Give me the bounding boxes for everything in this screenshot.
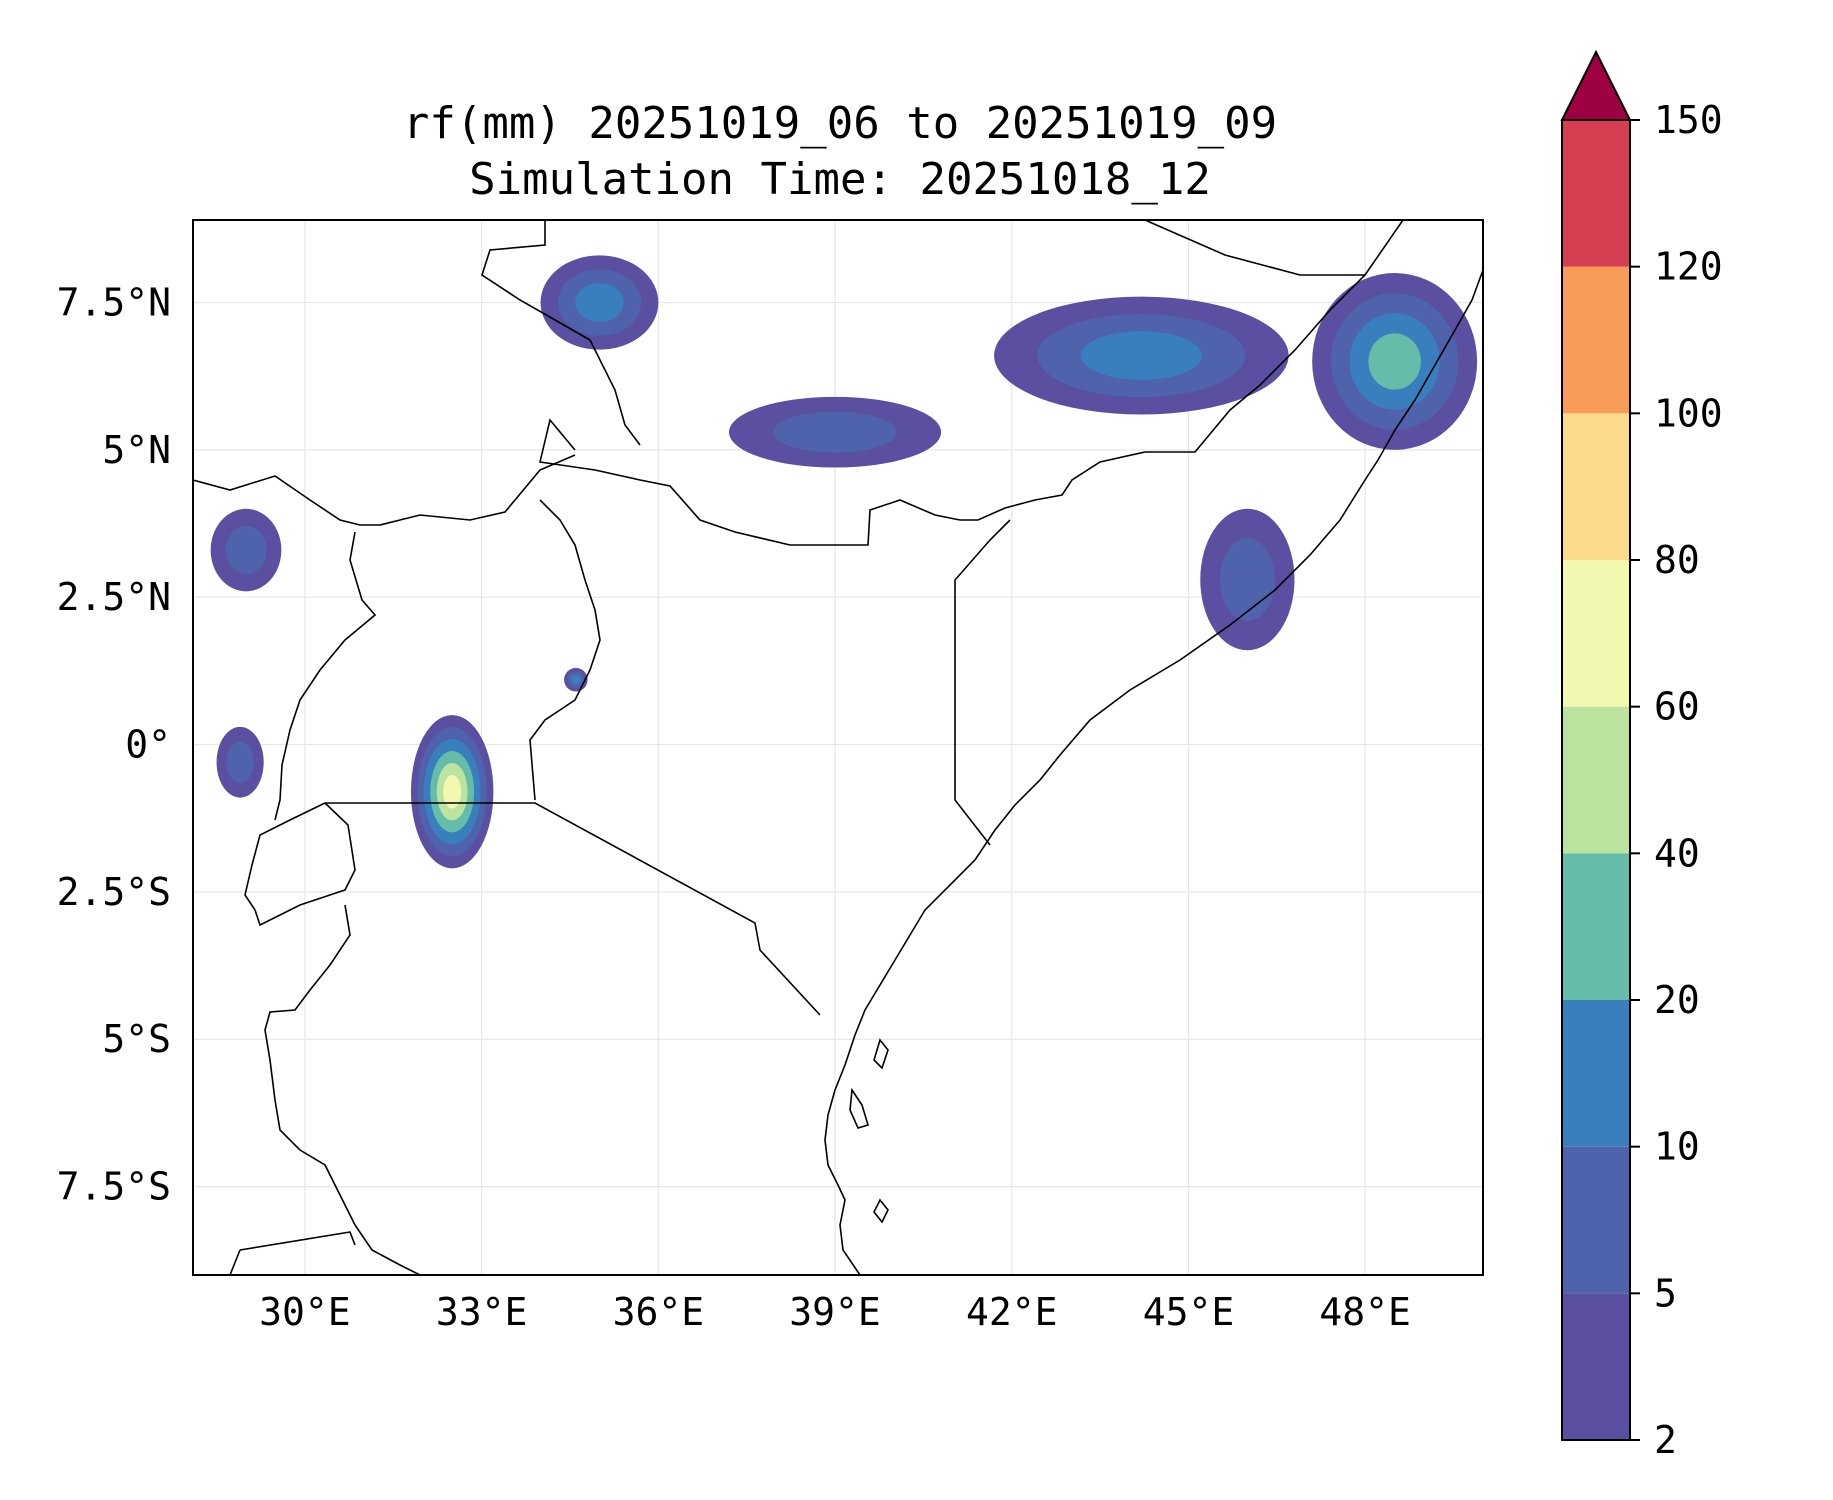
border-kenya-ethiopia (539, 418, 961, 546)
border-kenya-somalia (954, 519, 1011, 846)
colorbar-tick-label: 5 (1654, 1271, 1677, 1315)
colorbar-tick-label: 60 (1654, 685, 1700, 729)
rain-contour (443, 774, 462, 809)
colorbar-tick-label: 150 (1654, 98, 1723, 142)
rain-contour (571, 674, 581, 685)
colorbar: 2 5 10 20 40 60 80 100 120 150 (1560, 49, 1723, 1462)
zanzibar-island (849, 1087, 869, 1129)
gridlines (193, 220, 1483, 1275)
colorbar-segment (1562, 1293, 1630, 1440)
border-tanzania-west (264, 904, 421, 1275)
pemba-island (873, 1038, 889, 1070)
x-tick-label: 39°E (789, 1290, 881, 1334)
chart-subtitle: Simulation Time: 20251018_12 (469, 154, 1211, 205)
rain-region (564, 667, 588, 692)
x-tick-label: 42°E (966, 1290, 1058, 1334)
colorbar-segment (1562, 1000, 1630, 1147)
colorbar-segment (1562, 706, 1630, 854)
colorbar-segment (1562, 560, 1630, 707)
y-tick-label: 7.5°S (57, 1165, 171, 1209)
mafia-island (873, 1198, 889, 1224)
border-southsudan-ethiopia (481, 220, 641, 446)
y-tick-label: 5°S (102, 1017, 171, 1061)
rain-contour (1080, 331, 1202, 380)
border-zambia-tanzania (239, 1231, 356, 1251)
y-tick-label: 7.5°N (57, 281, 171, 325)
colorbar-segment (1562, 266, 1630, 414)
x-tick-label: 48°E (1319, 1290, 1411, 1334)
coastlines-borders (193, 220, 1483, 1275)
rain-region (410, 715, 494, 869)
border-somalia-ethiopia (960, 220, 1404, 521)
x-tick-label: 33°E (436, 1290, 528, 1334)
rain-contour (225, 525, 267, 575)
border-tanzania-north (325, 802, 821, 1016)
border-uganda-kenya (529, 499, 601, 801)
colorbar-segment (1562, 853, 1630, 1000)
colorbar-segment (1562, 120, 1630, 267)
rain-region (540, 255, 659, 350)
rain-contour (1368, 333, 1421, 390)
rain-region (210, 508, 282, 592)
border-zambia-south (229, 1249, 241, 1275)
colorbar-segment (1562, 413, 1630, 560)
rain-region (729, 396, 942, 468)
rain-region (1200, 508, 1295, 651)
coastline (824, 269, 1483, 1275)
colorbar-tick-label: 40 (1654, 831, 1700, 875)
border-ethiopia-somaliland (1144, 220, 1365, 276)
colorbar-tick-label: 2 (1654, 1418, 1677, 1462)
rain-contour (773, 411, 897, 453)
y-tick-label: 2.5°N (57, 575, 171, 619)
y-tick-label: 0° (125, 723, 171, 767)
border-rwanda-burundi (244, 802, 356, 927)
colorbar-tick-label: 80 (1654, 538, 1700, 582)
rain-contour (226, 741, 254, 783)
rain-contour (1219, 538, 1275, 621)
rain-region (216, 726, 264, 798)
rain-contour (575, 283, 624, 322)
x-axis-ticks: 30°E 33°E 36°E 39°E 42°E 45°E 48°E (259, 1290, 1411, 1334)
axes-frame (192, 219, 1484, 1276)
rain-region (994, 296, 1289, 415)
colorbar-tick-label: 120 (1654, 245, 1723, 289)
colorbar-frame (1561, 119, 1631, 1441)
rain-region (1312, 273, 1478, 450)
colorbar-segment (1562, 1146, 1630, 1294)
border-uganda-drc (274, 531, 377, 821)
rainfall-contours (210, 255, 1478, 869)
colorbar-extend-arrow (1560, 49, 1632, 121)
y-axis-ticks: 7.5°N 5°N 2.5°N 0° 2.5°S 5°S 7.5°S (57, 281, 171, 1209)
colorbar-tick-label: 10 (1654, 1125, 1700, 1169)
x-tick-label: 36°E (613, 1290, 705, 1334)
y-tick-label: 2.5°S (57, 870, 171, 914)
colorbar-tick-label: 20 (1654, 978, 1700, 1022)
x-tick-label: 45°E (1143, 1290, 1235, 1334)
chart-title: rf(mm) 20251019_06 to 20251019_09 (402, 98, 1278, 149)
border-uganda-southsudan (193, 454, 576, 526)
colorbar-tick-label: 100 (1654, 391, 1723, 435)
y-tick-label: 5°N (102, 428, 171, 472)
x-tick-label: 30°E (259, 1290, 351, 1334)
